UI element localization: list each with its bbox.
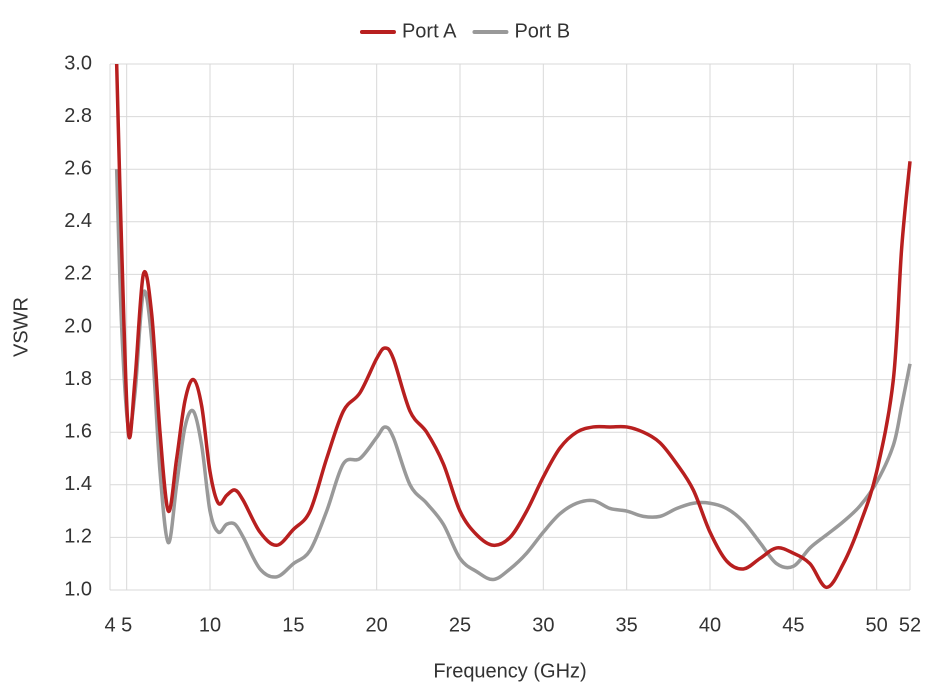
legend-label: Port B — [514, 20, 570, 42]
x-tick-label: 52 — [899, 614, 921, 636]
y-tick-label: 2.2 — [64, 263, 92, 285]
grid — [109, 63, 911, 591]
y-tick-label: 1.0 — [64, 578, 92, 600]
y-tick-label: 2.8 — [64, 105, 92, 127]
y-axis-label: VSWR — [10, 297, 32, 357]
x-tick-label: 45 — [782, 614, 804, 636]
x-tick-label: 5 — [121, 614, 132, 636]
labels: 1.0 1.2 1.4 1.6 1.8 2.0 2.2 2.4 2.6 2.8 3.0 4 5 10 15 2… — [64, 52, 921, 636]
x-tick-label: 20 — [366, 614, 388, 636]
x-tick-label: 4 — [104, 614, 115, 636]
x-axis-label: Frequency (GHz) — [433, 660, 586, 682]
legend-label: Port A — [402, 20, 457, 42]
series-line — [114, 63, 912, 590]
x-tick-label: 10 — [199, 614, 221, 636]
x-tick-label: 40 — [699, 614, 721, 636]
y-tick-label: 2.6 — [64, 157, 92, 179]
y-tick-label: 1.6 — [64, 420, 92, 442]
legend: Port A Port B — [359, 20, 570, 42]
series-line — [114, 169, 912, 582]
x-tick-label: 50 — [866, 614, 888, 636]
y-tick-label: 2.4 — [64, 210, 92, 232]
y-tick-label: 1.2 — [64, 526, 92, 548]
y-tick-label: 3.0 — [64, 52, 92, 74]
x-tick-label: 25 — [449, 614, 471, 636]
plot-area — [114, 63, 912, 590]
x-tick-label: 30 — [532, 614, 554, 636]
y-tick-label: 1.4 — [64, 473, 92, 495]
y-tick-label: 2.0 — [64, 315, 92, 337]
x-tick-label: 15 — [282, 614, 304, 636]
y-tick-label: 1.8 — [64, 368, 92, 390]
x-tick-label: 35 — [616, 614, 638, 636]
